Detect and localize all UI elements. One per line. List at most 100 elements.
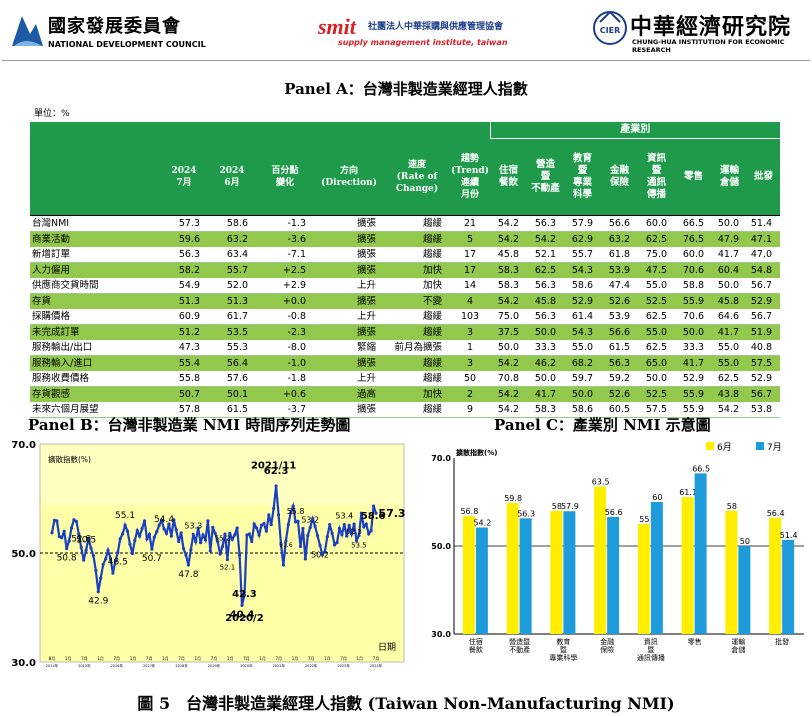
table-cell: -8.0 <box>256 340 314 356</box>
figure-caption: 圖 5 台灣非製造業經理人指數 (Taiwan Non-Manufacturin… <box>137 694 675 713</box>
series-point <box>96 590 100 594</box>
bar-value-label: 55 <box>639 515 649 524</box>
series-point <box>123 523 127 527</box>
table-cell: 57.6 <box>208 371 256 387</box>
series-point <box>55 519 59 523</box>
smit-name-english: supply management institute, taiwan <box>338 38 508 47</box>
table-cell: 59.2 <box>601 371 639 387</box>
series-point <box>50 531 54 535</box>
table-row: 服務收費價格 55.8 57.6 -1.8 上升 趨緩 50 70.8 50.0 59.7 59.2… <box>30 371 781 387</box>
series-point <box>347 523 351 527</box>
bar-value-label: 58 <box>552 502 562 511</box>
table-cell: 加快 <box>384 278 450 294</box>
series-point <box>230 537 234 541</box>
table-cell: 62.5 <box>638 309 676 325</box>
table-cell: 103 <box>450 309 491 325</box>
column-header: 教育 暨 專業 科學 <box>564 138 602 216</box>
table-cell: 58.3 <box>490 262 528 278</box>
table-cell: 55.9 <box>675 386 713 402</box>
series-point <box>174 528 178 532</box>
cier-name-english: CHUNG-HUA INSTITUTION FOR ECONOMIC RESEA… <box>632 38 785 54</box>
table-cell: 51.3 <box>208 293 256 309</box>
point-annotation: 55.2 <box>215 534 231 542</box>
table-cell: 56.3 <box>601 355 639 371</box>
point-annotation: 53.2 <box>301 515 319 524</box>
table-cell: 擴張 <box>314 324 384 340</box>
series-point <box>367 532 371 536</box>
series-point <box>72 518 76 522</box>
table-cell: 55.9 <box>675 293 713 309</box>
table-cell: 4 <box>450 293 491 309</box>
column-header: 2024 7月 <box>160 138 208 216</box>
table-cell: 53.9 <box>601 309 639 325</box>
table-cell: 擴張 <box>314 215 384 232</box>
x-tick-year: 2014年 <box>46 663 59 668</box>
series-point <box>223 532 227 536</box>
table-cell: -0.8 <box>256 309 314 325</box>
series-point <box>157 523 161 527</box>
series-point <box>335 541 339 545</box>
bar <box>594 486 607 634</box>
bar <box>506 502 519 634</box>
table-cell: 60.9 <box>160 309 208 325</box>
table-cell: 55.9 <box>675 402 713 418</box>
series-point <box>172 518 176 522</box>
table-cell: 加快 <box>384 386 450 402</box>
series-point <box>220 544 225 549</box>
table-cell: 52.9 <box>675 371 713 387</box>
table-cell: 68.2 <box>564 355 602 371</box>
table-cell: 63.2 <box>208 231 256 247</box>
series-point <box>206 519 210 523</box>
table-cell: 47.4 <box>601 278 639 294</box>
point-annotation: 52.1 <box>220 564 236 572</box>
bar <box>462 516 475 634</box>
series-point <box>67 539 71 543</box>
x-tick-label: 7月 <box>114 656 121 661</box>
table-cell: 55.0 <box>712 340 748 356</box>
bar-value-label: 60 <box>652 493 662 502</box>
table-cell: 45.8 <box>527 293 565 309</box>
series-point <box>152 535 156 539</box>
table-cell: 52.1 <box>527 247 565 263</box>
table-cell: 56.7 <box>747 278 781 294</box>
point-annotation: 55.1 <box>115 511 135 521</box>
column-header-name <box>30 138 160 216</box>
table-cell: 65.0 <box>638 355 676 371</box>
x-tick-label: 7月 <box>178 656 185 661</box>
table-row: 存貨觀感 50.7 50.1 +0.6 過高 加快 2 54.2 41.7 50.0 52.6 52.… <box>30 386 781 402</box>
table-row: 未完成訂單 51.2 53.5 -2.3 擴張 趨緩 3 37.5 50.0 54.3 56.6 55… <box>30 324 781 340</box>
table-cell: 66.5 <box>675 215 713 232</box>
table-cell: 60.0 <box>675 247 713 263</box>
column-header: 速度 (Rate of Change) <box>384 138 450 216</box>
table-cell: 56.3 <box>527 309 565 325</box>
table-cell: 54.3 <box>564 262 602 278</box>
table-cell: 存貨觀感 <box>30 386 160 402</box>
x-tick-label: 1月 <box>292 656 299 661</box>
column-header: 零售 <box>675 138 713 216</box>
column-header-row: 2024 7月 2024 6月 百分點 變化 方向 (Direction) 速度 (Ra… <box>30 138 781 216</box>
series-point <box>242 593 247 597</box>
x-tick-label: 1月 <box>259 656 266 661</box>
column-header: 運輸 倉儲 <box>712 138 748 216</box>
table-cell: 53.5 <box>208 324 256 340</box>
table-cell: 55.0 <box>638 278 676 294</box>
series-point <box>362 525 366 529</box>
series-point <box>269 523 273 527</box>
series-point <box>181 547 186 551</box>
series-point <box>199 541 203 545</box>
category-label: 零售 <box>688 637 702 646</box>
series-point <box>291 504 295 508</box>
table-cell: 14 <box>450 278 491 294</box>
bar-value-label: 50 <box>740 537 750 546</box>
point-annotation: 50.2 <box>311 550 329 559</box>
table-cell: 擴張 <box>314 262 384 278</box>
point-annotation: 54.4 <box>154 515 174 525</box>
table-cell: -1.8 <box>256 371 314 387</box>
table-cell: 供應商交貨時間 <box>30 278 160 294</box>
table-cell: 3 <box>450 324 491 340</box>
plot-highlight <box>41 445 403 505</box>
x-tick-year: 2023年 <box>337 663 350 668</box>
table-cell: 服務收費價格 <box>30 371 160 387</box>
table-cell: 55.0 <box>712 355 748 371</box>
table-cell: 62.5 <box>527 262 565 278</box>
